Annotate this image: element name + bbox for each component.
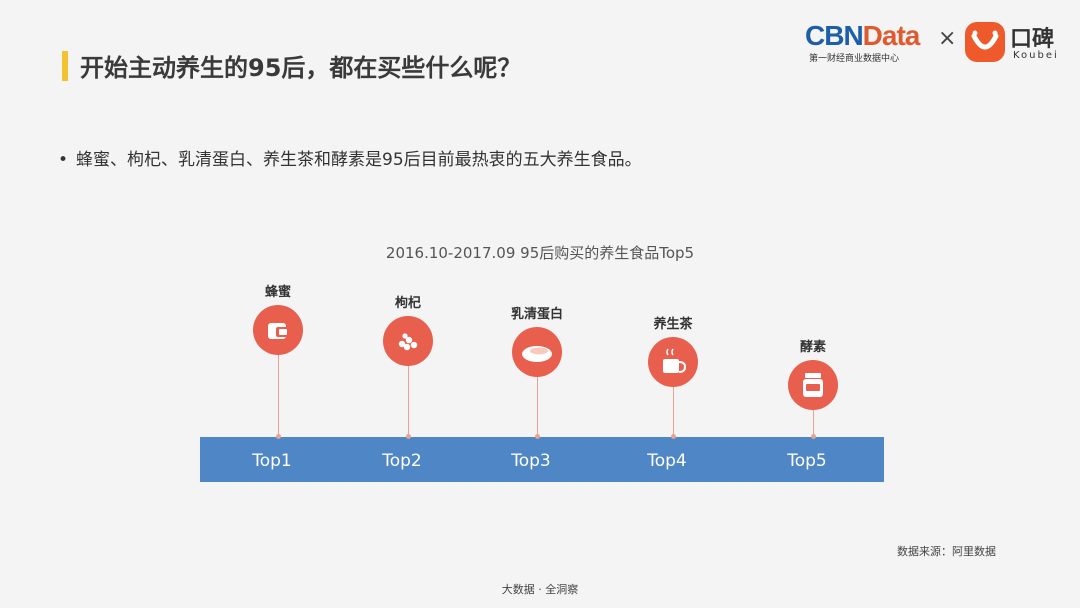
koubei-name: 口碑: [1010, 27, 1055, 52]
koubei-logo-icon: [965, 22, 1005, 62]
page-title: 开始主动养生的95后，都在买些什么呢？: [80, 54, 522, 82]
logo-separator: ×: [938, 26, 957, 51]
item-label: 乳清蛋白: [510, 307, 563, 322]
bullet-point: • 蜂蜜、枸杞、乳清蛋白、养生茶和酵素是95后目前最热衷的五大养生食品。: [58, 145, 642, 170]
timeline-stem-dot: [811, 434, 816, 439]
rank-label: Top4: [647, 451, 687, 471]
timeline-stem: [278, 355, 279, 437]
logo-area: CBNData 第一财经商业数据中心 × 口碑 Koubei: [805, 20, 1065, 65]
title-accent-bar: [62, 51, 68, 81]
koubei-subtitle: Koubei: [1013, 50, 1059, 61]
timeline-stem-dot: [535, 434, 540, 439]
cbndata-logo: CBNData: [805, 20, 921, 52]
tea-cup-icon: [648, 337, 698, 387]
item-label: 酵素: [799, 340, 826, 355]
timeline-stem-dot: [671, 434, 676, 439]
timeline-bar: [200, 437, 884, 482]
cbn-logo-prefix: CBN: [805, 20, 864, 51]
cbn-logo-suffix: Data: [862, 20, 921, 51]
rank-label: Top1: [252, 451, 292, 471]
protein-powder-icon: [512, 327, 562, 377]
bullet-text: 蜂蜜、枸杞、乳清蛋白、养生茶和酵素是95后目前最热衷的五大养生食品。: [76, 150, 642, 170]
rank-label: Top5: [787, 451, 827, 471]
enzyme-jar-icon: [788, 360, 838, 410]
item-label: 养生茶: [653, 317, 693, 332]
item-label: 枸杞: [394, 296, 421, 311]
data-source: 数据来源：阿里数据: [897, 545, 996, 558]
bullet-dot: •: [58, 150, 69, 170]
timeline-stem: [673, 387, 674, 437]
timeline-stem: [537, 377, 538, 437]
goji-berries-icon: [383, 316, 433, 366]
rank-label: Top3: [511, 451, 551, 471]
timeline-stem: [813, 410, 814, 437]
cbndata-subtitle: 第一财经商业数据中心: [809, 54, 900, 64]
footer-text: 大数据 · 全洞察: [501, 583, 579, 596]
timeline-stem: [408, 366, 409, 437]
honey-jar-icon: [253, 305, 303, 355]
rank-label: Top2: [382, 451, 422, 471]
timeline-stem-dot: [406, 434, 411, 439]
chart-title: 2016.10-2017.09 95后购买的养生食品Top5: [385, 244, 695, 262]
timeline-stem-dot: [276, 434, 281, 439]
item-label: 蜂蜜: [264, 285, 291, 300]
